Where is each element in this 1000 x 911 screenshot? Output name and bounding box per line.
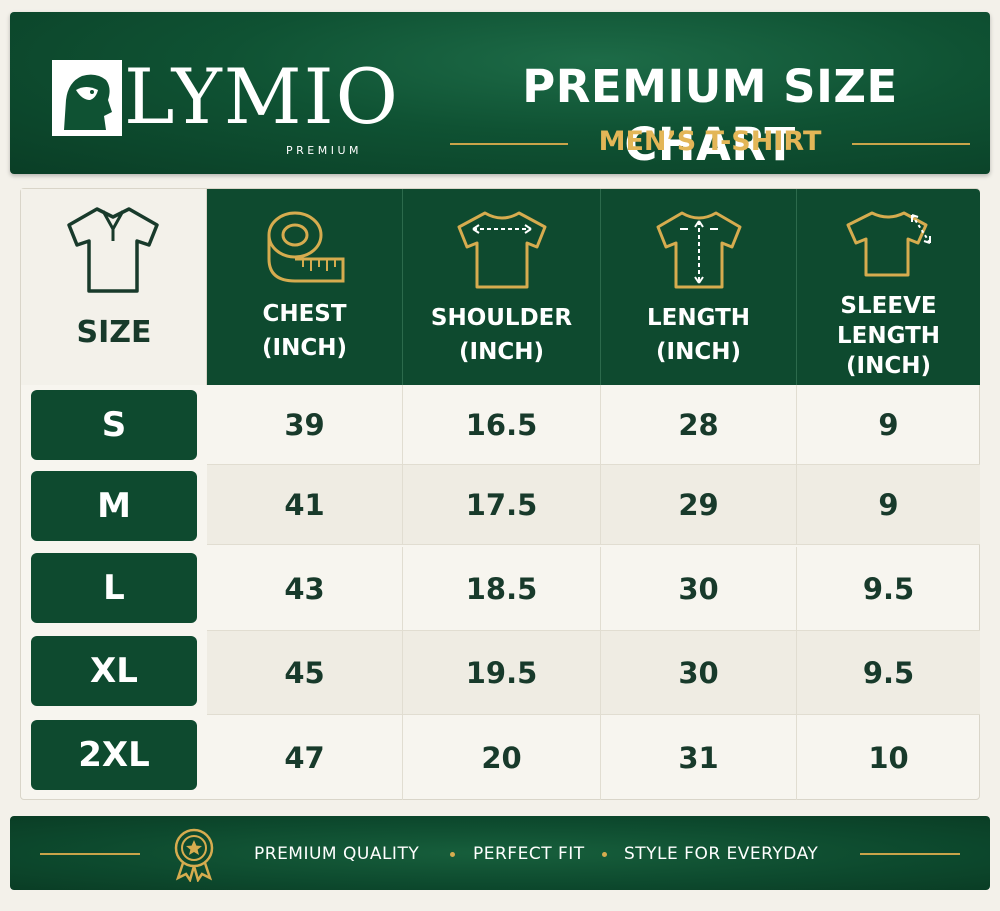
cell-sleeve: 9: [797, 385, 980, 465]
cell-sleeve: 9: [797, 465, 980, 545]
award-badge-icon: [174, 828, 214, 882]
page-subtitle: MEN’S T-SHIRT: [598, 126, 822, 157]
size-label-xl: XL: [31, 636, 197, 706]
divider-line: [450, 143, 568, 145]
cell-length: 29: [601, 465, 797, 545]
cell-shoulder: 18.5: [403, 547, 601, 631]
column-header-label: SHOULDER: [430, 305, 573, 331]
footer-tag-style: STYLE FOR EVERYDAY: [624, 844, 819, 864]
column-header-label: LENGTH: [646, 305, 751, 331]
footer-tag-fit: PERFECT FIT: [473, 844, 585, 864]
column-header-sleeve: SLEEVE LENGTH (INCH): [797, 189, 980, 385]
divider-line: [860, 853, 960, 855]
cell-length: 31: [601, 715, 797, 800]
brand-sub: PREMIUM: [286, 144, 363, 157]
size-column-header: SIZE: [21, 189, 207, 385]
divider-line: [852, 143, 970, 145]
cell-length: 30: [601, 631, 797, 715]
size-label-m: M: [31, 471, 197, 541]
cell-shoulder: 16.5: [403, 385, 601, 465]
header-banner: LYMIO PREMIUM PREMIUM SIZE CHART MEN’S T…: [10, 12, 990, 174]
tshirt-length-icon: [656, 211, 741, 289]
cell-length: 28: [601, 385, 797, 465]
cell-chest: 45: [207, 631, 403, 715]
cell-chest: 39: [207, 385, 403, 465]
column-header-label: SLEEVE: [840, 293, 937, 319]
cell-chest: 43: [207, 547, 403, 631]
page-title: PREMIUM SIZE CHART: [522, 60, 898, 171]
cell-chest: 41: [207, 465, 403, 545]
brand-name: LYMIO: [124, 52, 400, 141]
column-header-label: LENGTH: [836, 323, 941, 349]
size-label-2xl: 2XL: [31, 720, 197, 790]
tshirt-sleeve-icon: [846, 211, 931, 277]
column-header-shoulder: SHOULDER (INCH): [403, 189, 601, 385]
separator-dot: [450, 852, 455, 857]
column-header-unit: (INCH): [262, 335, 347, 361]
column-header-unit: (INCH): [846, 353, 931, 379]
size-table: SIZE CHEST (INCH) SHOULDER (INCH): [20, 188, 980, 800]
footer-tag-quality: PREMIUM QUALITY: [254, 844, 420, 864]
separator-dot: [602, 852, 607, 857]
measuring-tape-icon: [267, 211, 344, 283]
column-header-chest: CHEST (INCH): [207, 189, 403, 385]
cell-sleeve: 10: [868, 740, 909, 775]
size-label-l: L: [31, 553, 197, 623]
cell-shoulder: 19.5: [403, 631, 601, 715]
size-header-label: SIZE: [76, 315, 152, 350]
subtitle-row: MEN’S T-SHIRT: [440, 122, 980, 162]
column-header-length: LENGTH (INCH): [601, 189, 797, 385]
divider-line: [40, 853, 140, 855]
cell-sleeve: 9.5: [797, 631, 980, 715]
cell-shoulder: 17.5: [403, 465, 601, 545]
column-header-unit: (INCH): [656, 339, 741, 365]
footer-banner: PREMIUM QUALITY PERFECT FIT STYLE FOR EV…: [10, 816, 990, 890]
column-header-unit: (INCH): [459, 339, 544, 365]
cell-length: 30: [601, 547, 797, 631]
column-header-label: CHEST: [262, 301, 347, 327]
size-label-s: S: [31, 390, 197, 460]
cell-shoulder: 20: [403, 715, 601, 800]
tshirt-shoulder-icon: [457, 211, 546, 289]
cell-chest: 47: [207, 715, 403, 800]
lion-logo-icon: [52, 60, 122, 136]
brand-logo: LYMIO PREMIUM: [40, 48, 410, 168]
cell-sleeve: 9.5: [797, 547, 980, 631]
polo-shirt-icon: [67, 207, 159, 293]
